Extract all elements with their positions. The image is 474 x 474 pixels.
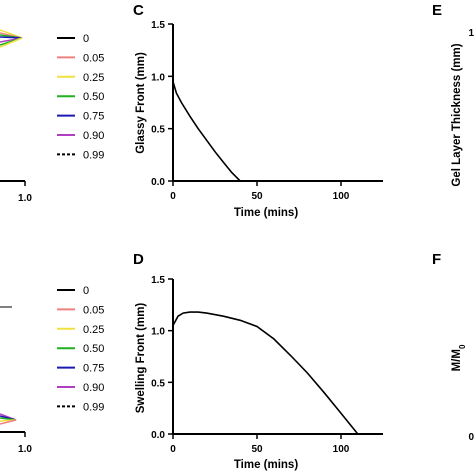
chart-c-x-axis-title: Time (mins) <box>234 207 298 219</box>
left-bottom-converging-lines <box>0 413 17 425</box>
chart-c-plot: 0 50 100 0.0 0.5 1.0 1.5 <box>151 20 383 202</box>
chart-c-y-axis-title: Glassy Front (mm) <box>135 52 147 154</box>
legend-top-label-1: 0.05 <box>83 52 104 64</box>
left-bottom-x-tick-label: 1.0 <box>18 444 32 455</box>
chart-c-y-tick-label-1: 0.5 <box>151 125 165 136</box>
legend-top-label-0: 0 <box>83 33 89 45</box>
legend-bottom-label-5: 0.90 <box>83 382 104 394</box>
chart-d-x-tick-label-2: 100 <box>333 444 350 455</box>
left-panel-top-fragment: 1.0 <box>0 29 32 204</box>
legend-top-label-4: 0.75 <box>83 111 104 123</box>
panel-f-tick-label: 0 <box>468 432 474 443</box>
panel-f-y-axis-title: M/M0 <box>451 344 467 371</box>
legend-bottom-label-4: 0.75 <box>83 363 104 375</box>
panel-e-y-axis-title: Gel Layer Thickness (mm) <box>451 43 463 186</box>
chart-c-series-line-0 <box>172 81 241 182</box>
panel-letter-d: D <box>133 251 144 268</box>
panel-c: C 0 50 100 0.0 0.5 1.0 1.5 Glassy Front (mm) T… <box>133 2 383 219</box>
legend-bottom-label-1: 0.05 <box>83 304 104 316</box>
chart-c-y-tick-label-0: 0.0 <box>151 177 165 188</box>
chart-d-plot: 0 50 100 0.0 0.5 1.0 1.5 <box>151 275 383 455</box>
panel-e-fragment: E Gel Layer Thickness (mm) 1 <box>432 2 474 187</box>
legend-bottom: 0 0.05 0.25 0.50 0.75 0.90 0.99 <box>57 285 104 413</box>
chart-d-y-tick-label-3: 1.5 <box>151 275 165 286</box>
panel-e-tick-label: 1 <box>468 28 474 39</box>
panel-f-fragment: F M/M0 0 <box>432 251 474 443</box>
chart-c-y-tick-label-3: 1.5 <box>151 20 165 31</box>
left-panel-bottom-fragment: 1.0 <box>0 306 32 455</box>
legend-top-label-6: 0.99 <box>83 149 104 161</box>
legend-top-label-3: 0.50 <box>83 91 104 103</box>
legend-bottom-label-2: 0.25 <box>83 324 104 336</box>
chart-c-y-tick-label-2: 1.0 <box>151 72 165 83</box>
legend-bottom-label-3: 0.50 <box>83 343 104 355</box>
chart-d-x-tick-label-0: 0 <box>170 444 176 455</box>
legend-top-label-2: 0.25 <box>83 72 104 84</box>
left-top-converging-lines <box>0 29 23 48</box>
chart-d-x-tick-label-1: 50 <box>251 444 263 455</box>
panel-letter-e: E <box>432 2 442 19</box>
chart-d-x-axis-title: Time (mins) <box>234 459 298 471</box>
left-top-x-tick-label: 1.0 <box>18 193 32 204</box>
chart-d-y-tick-label-2: 1.0 <box>151 327 165 338</box>
legend-top-label-5: 0.90 <box>83 130 104 142</box>
chart-d-series-line-0 <box>172 311 359 435</box>
panel-f-y-axis-subscript: 0 <box>458 344 467 349</box>
chart-c-x-tick-label-2: 100 <box>333 191 350 202</box>
legend-top: 0 0.05 0.25 0.50 0.75 0.90 0.99 <box>57 33 104 161</box>
chart-d-y-axis-title: Swelling Front (mm) <box>135 303 147 414</box>
panel-letter-f: F <box>432 251 441 268</box>
legend-bottom-label-0: 0 <box>83 285 89 297</box>
panel-letter-c: C <box>133 2 144 19</box>
chart-c-x-tick-label-1: 50 <box>251 191 263 202</box>
legend-bottom-label-6: 0.99 <box>83 401 104 413</box>
chart-c-x-tick-label-0: 0 <box>170 191 176 202</box>
chart-d-y-tick-label-1: 0.5 <box>151 378 165 389</box>
chart-d-y-tick-label-0: 0.0 <box>151 430 165 441</box>
panel-d: D 0 50 100 0.0 0.5 1.0 1.5 Swelling Front (mm)… <box>133 251 383 471</box>
